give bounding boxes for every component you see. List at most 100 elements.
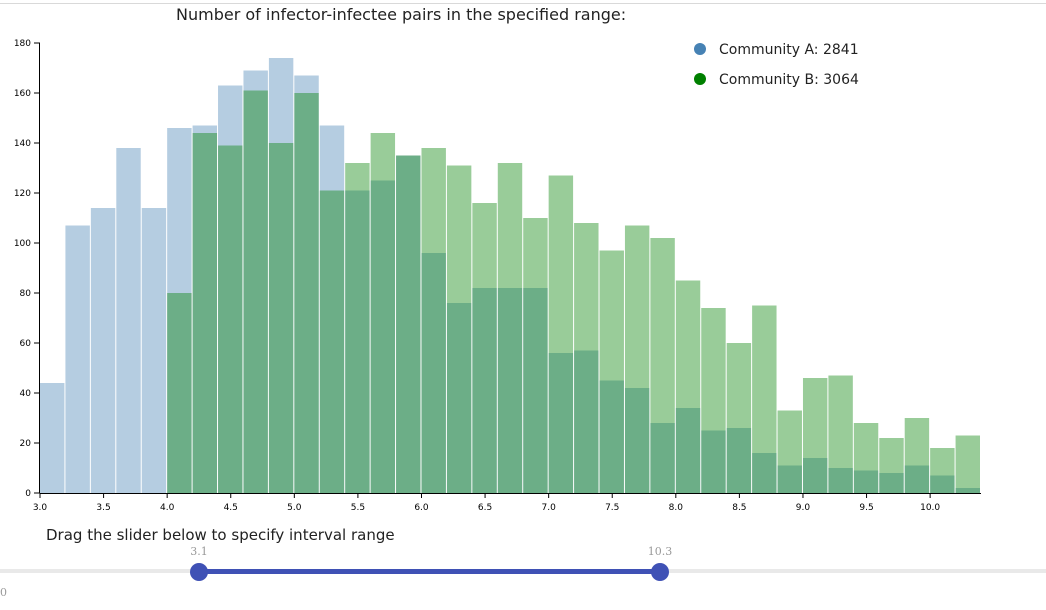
bar-community-b	[701, 308, 726, 493]
x-tick-label: 3.5	[96, 503, 110, 513]
bar-community-a	[650, 423, 675, 493]
bar-community-a	[548, 353, 574, 493]
bar-community-a	[726, 428, 752, 493]
bar-community-a	[853, 470, 879, 493]
bar-community-b	[548, 175, 574, 493]
y-tick-label: 100	[14, 239, 31, 249]
bar-community-b	[396, 155, 421, 493]
bar-community-a	[218, 85, 243, 493]
bar-community-a	[624, 388, 650, 493]
bar-community-a	[65, 225, 90, 493]
x-tick-label: 7.0	[541, 503, 556, 513]
bar-community-a	[167, 128, 192, 493]
x-tick-label: 4.5	[224, 503, 238, 513]
bar-community-b	[472, 203, 497, 493]
bar-community-a	[701, 430, 726, 493]
bar-community-a	[472, 288, 497, 493]
bar-community-a	[523, 288, 548, 493]
bar-community-b	[853, 423, 879, 493]
bar-community-a	[904, 465, 930, 493]
histogram-chart: 3.0 3.5 4.0 4.5 5.0 5.5 6.0 6.5 7.0 7.5 8.0 8.5 9.0 9…	[14, 39, 981, 513]
x-tick-label: 4.0	[160, 503, 175, 513]
bar-community-b	[599, 250, 624, 493]
bar-community-a	[268, 58, 294, 493]
bar-community-b	[523, 218, 548, 493]
bar-community-b	[319, 190, 345, 493]
y-tick-label: 180	[14, 39, 31, 49]
x-tick-label: 8.0	[669, 503, 684, 513]
top-rule	[0, 3, 1046, 4]
slider-handle-high[interactable]	[651, 563, 669, 581]
x-tick-label: 9.0	[796, 503, 811, 513]
bar-community-b	[828, 375, 853, 493]
bar-community-b	[802, 378, 828, 493]
bar-community-a	[574, 350, 599, 493]
bar-community-b	[904, 418, 930, 493]
legend-item-community-a: Community A: 2841	[694, 42, 859, 58]
bar-community-b	[650, 238, 675, 493]
bar-community-a	[116, 148, 141, 493]
legend-item-community-b: Community B: 3064	[694, 72, 859, 88]
x-tick-label: 5.0	[287, 503, 302, 513]
bar-community-a	[40, 383, 65, 493]
slider-selected-range[interactable]	[199, 569, 660, 574]
legend-dot-community-a	[694, 43, 706, 55]
bar-community-a	[421, 253, 446, 493]
bar-community-b	[726, 343, 752, 493]
bar-community-b	[752, 305, 777, 493]
y-tick-label: 80	[20, 289, 32, 299]
bar-community-b	[268, 143, 294, 493]
slider-high-value: 10.3	[647, 545, 673, 558]
bar-community-b	[497, 163, 523, 493]
bar-community-a	[319, 125, 345, 493]
bar-community-b	[955, 435, 980, 493]
bar-community-a	[370, 180, 396, 493]
y-tick-label: 0	[25, 489, 31, 499]
legend-label-community-a: Community A: 2841	[719, 42, 859, 58]
legend-label-community-b: Community B: 3064	[719, 72, 859, 88]
y-tick-label: 120	[14, 189, 31, 199]
bar-community-a	[294, 75, 319, 493]
bar-community-a	[599, 380, 624, 493]
bar-community-b	[777, 410, 802, 493]
x-tick-label: 3.0	[33, 503, 48, 513]
bar-community-a	[930, 475, 955, 493]
bar-community-a	[446, 303, 472, 493]
bar-community-a	[955, 488, 980, 493]
x-tick-label: 8.5	[732, 503, 746, 513]
slider-axis-min-label: 0	[0, 586, 7, 599]
y-tick-label: 60	[20, 339, 32, 349]
x-tick-label: 6.5	[478, 503, 492, 513]
bar-community-b	[167, 293, 192, 493]
slider-low-value: 3.1	[190, 545, 208, 558]
bar-community-b	[370, 133, 396, 493]
bar-community-a	[90, 208, 116, 493]
slider-instruction: Drag the slider below to specify interva…	[46, 526, 395, 544]
bar-community-b	[930, 448, 955, 493]
bar-community-a	[879, 473, 904, 493]
legend-dot-community-b	[694, 73, 706, 85]
bar-community-a	[777, 465, 802, 493]
bar-community-b	[294, 93, 319, 493]
bar-community-b	[192, 133, 218, 493]
bar-community-a	[497, 288, 523, 493]
bar-community-a	[396, 155, 421, 493]
slider-handle-low[interactable]	[190, 563, 208, 581]
y-tick-label: 140	[14, 139, 31, 149]
bar-community-b	[879, 438, 904, 493]
chart-title: Number of infector-infectee pairs in the…	[176, 5, 627, 24]
x-tick-label: 7.5	[605, 503, 619, 513]
bar-community-a	[345, 190, 370, 493]
x-tick-label: 10.0	[920, 503, 940, 513]
y-tick-label: 20	[20, 439, 32, 449]
bar-community-a	[141, 208, 167, 493]
bar-community-b	[624, 225, 650, 493]
x-tick-label: 5.5	[351, 503, 365, 513]
bar-community-b	[574, 223, 599, 493]
bar-community-b	[218, 145, 243, 493]
bar-community-a	[675, 408, 701, 493]
bar-community-a	[828, 468, 853, 493]
x-tick-label: 9.5	[859, 503, 873, 513]
x-tick-label: 6.0	[414, 503, 429, 513]
bar-community-a	[802, 458, 828, 493]
